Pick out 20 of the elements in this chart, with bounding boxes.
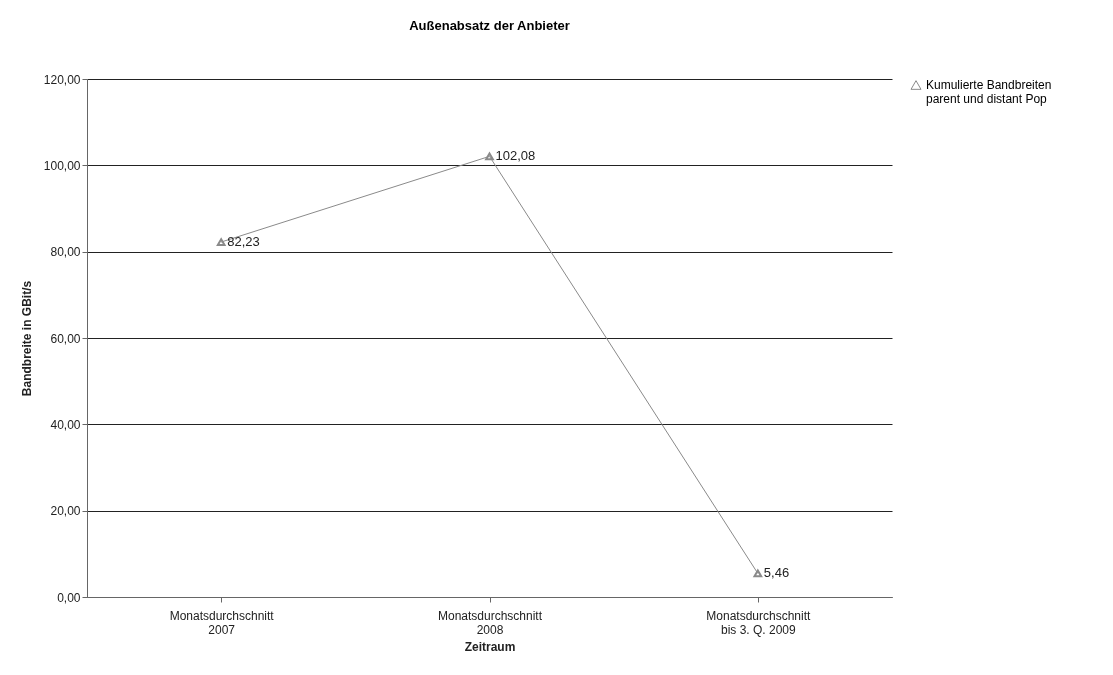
y-tick-label: 100,00 xyxy=(43,158,81,173)
point xyxy=(216,238,226,246)
x-tick-label: Monatsdurchschnitt 2008 xyxy=(437,608,543,637)
y-tick-label: 0,00 xyxy=(57,590,81,605)
x-axis-title: Zeitraum xyxy=(464,639,516,654)
legend-label: Kumulierte Bandbreiten parent und distant Pop xyxy=(926,78,1052,106)
chart-title: Außenabsatz der Anbieter xyxy=(409,18,570,33)
data-label: 102,08 xyxy=(495,148,536,164)
x-tick-label: Monatsdurchschnitt bis 3. Q. 2009 xyxy=(706,608,812,637)
y-tick-label: 80,00 xyxy=(50,245,81,260)
y-tick-label: 60,00 xyxy=(50,331,81,346)
data-label: 5,46 xyxy=(763,565,790,581)
y-tick-label: 20,00 xyxy=(50,504,81,519)
point xyxy=(485,152,494,161)
x-tick-label: Monatsdurchschnitt 2007 xyxy=(169,608,275,637)
point xyxy=(753,569,763,578)
data-label: 82,23 xyxy=(227,234,260,250)
y-tick-label: 120,00 xyxy=(43,72,81,87)
y-tick-label: 40,00 xyxy=(50,417,81,432)
y-axis-title: Bandbreite in GBit/s xyxy=(19,280,34,397)
